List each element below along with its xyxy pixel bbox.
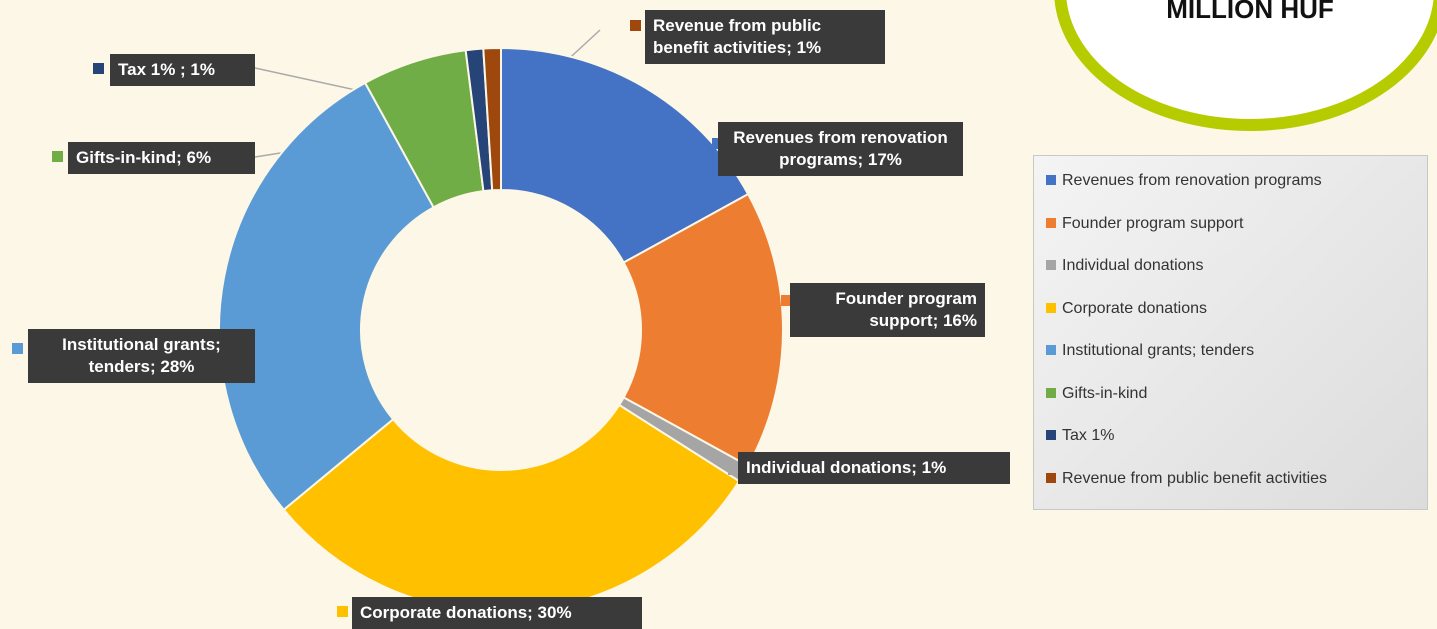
label-key (728, 464, 739, 475)
badge (1054, 0, 1437, 131)
legend-label: Institutional grants; tenders (1062, 342, 1255, 359)
legend-entry: Corporate donations (1046, 300, 1207, 318)
label-key (12, 343, 23, 354)
legend-swatch (1046, 387, 1056, 398)
data-label: Founder program support; 16% (790, 283, 985, 337)
legend-entry: Gifts-in-kind (1046, 385, 1147, 403)
legend-label: Gifts-in-kind (1062, 384, 1148, 402)
label-key (337, 606, 348, 617)
legend-label: Tax 1% (1062, 427, 1115, 444)
legend: Revenues from renovation programs Founder… (1033, 155, 1428, 510)
legend-entry: Revenue from public benefit activities (1046, 470, 1327, 488)
data-label: Individual donations; 1% (738, 452, 1010, 484)
label-key (52, 151, 63, 162)
slice (482, 46, 502, 192)
slice (218, 81, 435, 512)
legend-label: Revenue from public benefit activities (1062, 469, 1328, 487)
legend-label: Founder program support (1062, 214, 1244, 232)
legend-swatch (1046, 217, 1056, 228)
annotation: MILLION HUF (1166, 0, 1334, 24)
legend-label: Revenues from renovation programs (1062, 172, 1322, 189)
label-key (93, 63, 104, 74)
data-label: Tax 1% ; 1% (110, 54, 255, 86)
legend-swatch (1046, 302, 1056, 313)
data-label: Revenue from public benefit activities; … (645, 10, 885, 64)
data-label: Institutional grants; tenders; 28% (28, 329, 255, 383)
legend-swatch (1046, 345, 1056, 355)
legend-entry: Individual donations (1046, 257, 1203, 275)
data-label: Revenues from renovation programs; 17% (718, 122, 963, 176)
legend-swatch (1046, 260, 1056, 270)
legend-label: Individual donations (1062, 257, 1204, 274)
legend-swatch (1046, 175, 1056, 185)
label-key (712, 138, 723, 149)
legend-swatch (1046, 430, 1056, 440)
label-key (630, 20, 641, 31)
data-label: Corporate donations; 30% (352, 597, 642, 629)
legend-entry: Founder program support (1046, 215, 1243, 233)
slice (500, 46, 750, 264)
label-key (781, 295, 792, 306)
legend-label: Corporate donations (1062, 299, 1207, 317)
legend-entry: Revenues from renovation programs (1046, 172, 1322, 190)
data-label: Gifts-in-kind; 6% (68, 142, 255, 174)
legend-entry: Institutional grants; tenders (1046, 342, 1254, 360)
slice (282, 403, 741, 613)
legend-swatch (1046, 472, 1056, 483)
legend-entry: Tax 1% (1046, 427, 1114, 445)
